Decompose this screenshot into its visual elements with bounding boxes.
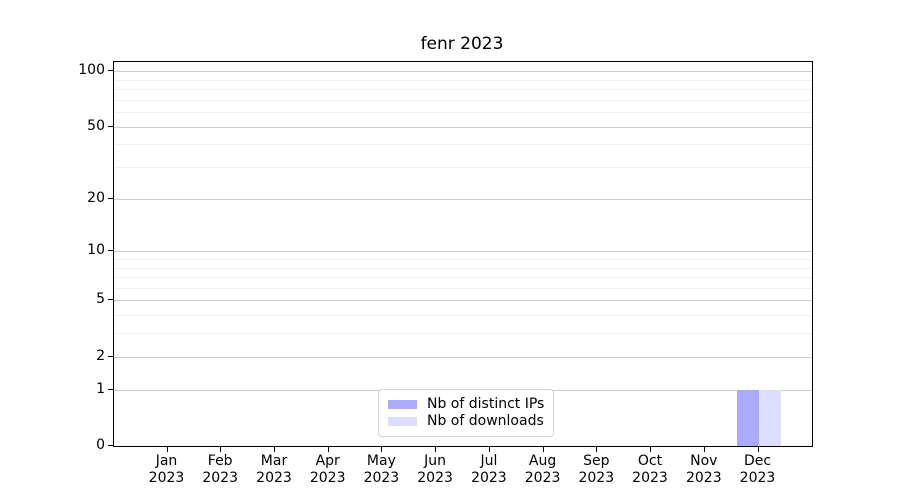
- y-tick-label: 50: [87, 117, 105, 134]
- minor-gridline: [114, 112, 812, 113]
- legend-label-distinct-ips: Nb of distinct IPs: [427, 396, 545, 412]
- legend-swatch-distinct-ips-icon: [388, 400, 417, 409]
- y-tick: [108, 299, 113, 301]
- x-tick: [488, 447, 490, 452]
- x-tick: [435, 447, 437, 452]
- y-tick: [108, 250, 113, 252]
- x-tick: [757, 447, 759, 452]
- x-tick: [327, 447, 329, 452]
- y-tick-label: 10: [87, 242, 105, 259]
- legend: Nb of distinct IPs Nb of downloads: [378, 389, 555, 437]
- legend-swatch-downloads-icon: [388, 417, 417, 426]
- legend-item-downloads: Nb of downloads: [388, 413, 544, 430]
- minor-gridline: [114, 99, 812, 101]
- x-tick-label: Jul 2023: [471, 453, 507, 486]
- minor-gridline: [114, 144, 812, 146]
- y-tick-label: 2: [96, 347, 105, 364]
- major-gridline: [114, 198, 812, 200]
- x-tick-label: Apr 2023: [309, 453, 346, 486]
- x-tick-label: Aug 2023: [524, 453, 561, 486]
- y-tick: [108, 70, 113, 71]
- x-tick: [542, 447, 544, 452]
- y-tick: [108, 355, 113, 357]
- y-tick-label: 20: [87, 189, 105, 206]
- x-tick-label: Mar 2023: [256, 453, 292, 486]
- x-tick-label: May 2023: [363, 453, 400, 486]
- major-gridline: [114, 71, 812, 72]
- y-tick-label: 5: [96, 291, 105, 308]
- minor-gridline: [114, 277, 812, 278]
- x-tick: [596, 447, 598, 452]
- minor-gridline: [114, 88, 812, 90]
- plot-area: [113, 61, 813, 447]
- y-tick: [108, 445, 113, 446]
- minor-gridline: [114, 167, 812, 168]
- y-tick-label: 0: [96, 437, 105, 453]
- y-tick: [108, 388, 113, 390]
- chart-title: fenr 2023: [420, 34, 504, 54]
- x-tick-label: Sep 2023: [578, 453, 615, 486]
- x-tick: [703, 447, 705, 452]
- minor-gridline: [114, 315, 812, 317]
- major-gridline: [114, 300, 812, 302]
- legend-label-downloads: Nb of downloads: [427, 413, 544, 429]
- x-tick: [220, 447, 222, 452]
- x-tick-label: Jun 2023: [417, 453, 453, 486]
- x-tick-label: Jan 2023: [148, 453, 185, 486]
- x-tick: [166, 447, 168, 452]
- bar-dec-2023-s1: [758, 389, 781, 446]
- minor-gridline: [114, 267, 812, 269]
- major-gridline: [114, 251, 812, 253]
- minor-gridline: [114, 79, 812, 81]
- minor-gridline: [114, 333, 812, 335]
- x-tick: [274, 447, 275, 452]
- y-tick: [108, 125, 113, 127]
- y-tick-label: 100: [78, 62, 105, 78]
- x-tick-label: Dec 2023: [739, 453, 776, 486]
- y-tick: [108, 197, 113, 199]
- minor-gridline: [114, 258, 812, 260]
- minor-gridline: [114, 287, 812, 289]
- legend-item-distinct-ips: Nb of distinct IPs: [388, 396, 544, 413]
- major-gridline: [114, 356, 812, 358]
- bar-dec-2023-s0: [736, 389, 759, 446]
- x-tick-label: Feb 2023: [202, 453, 238, 486]
- x-tick: [650, 447, 651, 452]
- x-tick: [381, 447, 383, 452]
- y-tick-label: 1: [96, 380, 105, 397]
- major-gridline: [114, 126, 812, 128]
- x-tick-label: Nov 2023: [685, 453, 722, 486]
- x-tick-label: Oct 2023: [632, 453, 668, 486]
